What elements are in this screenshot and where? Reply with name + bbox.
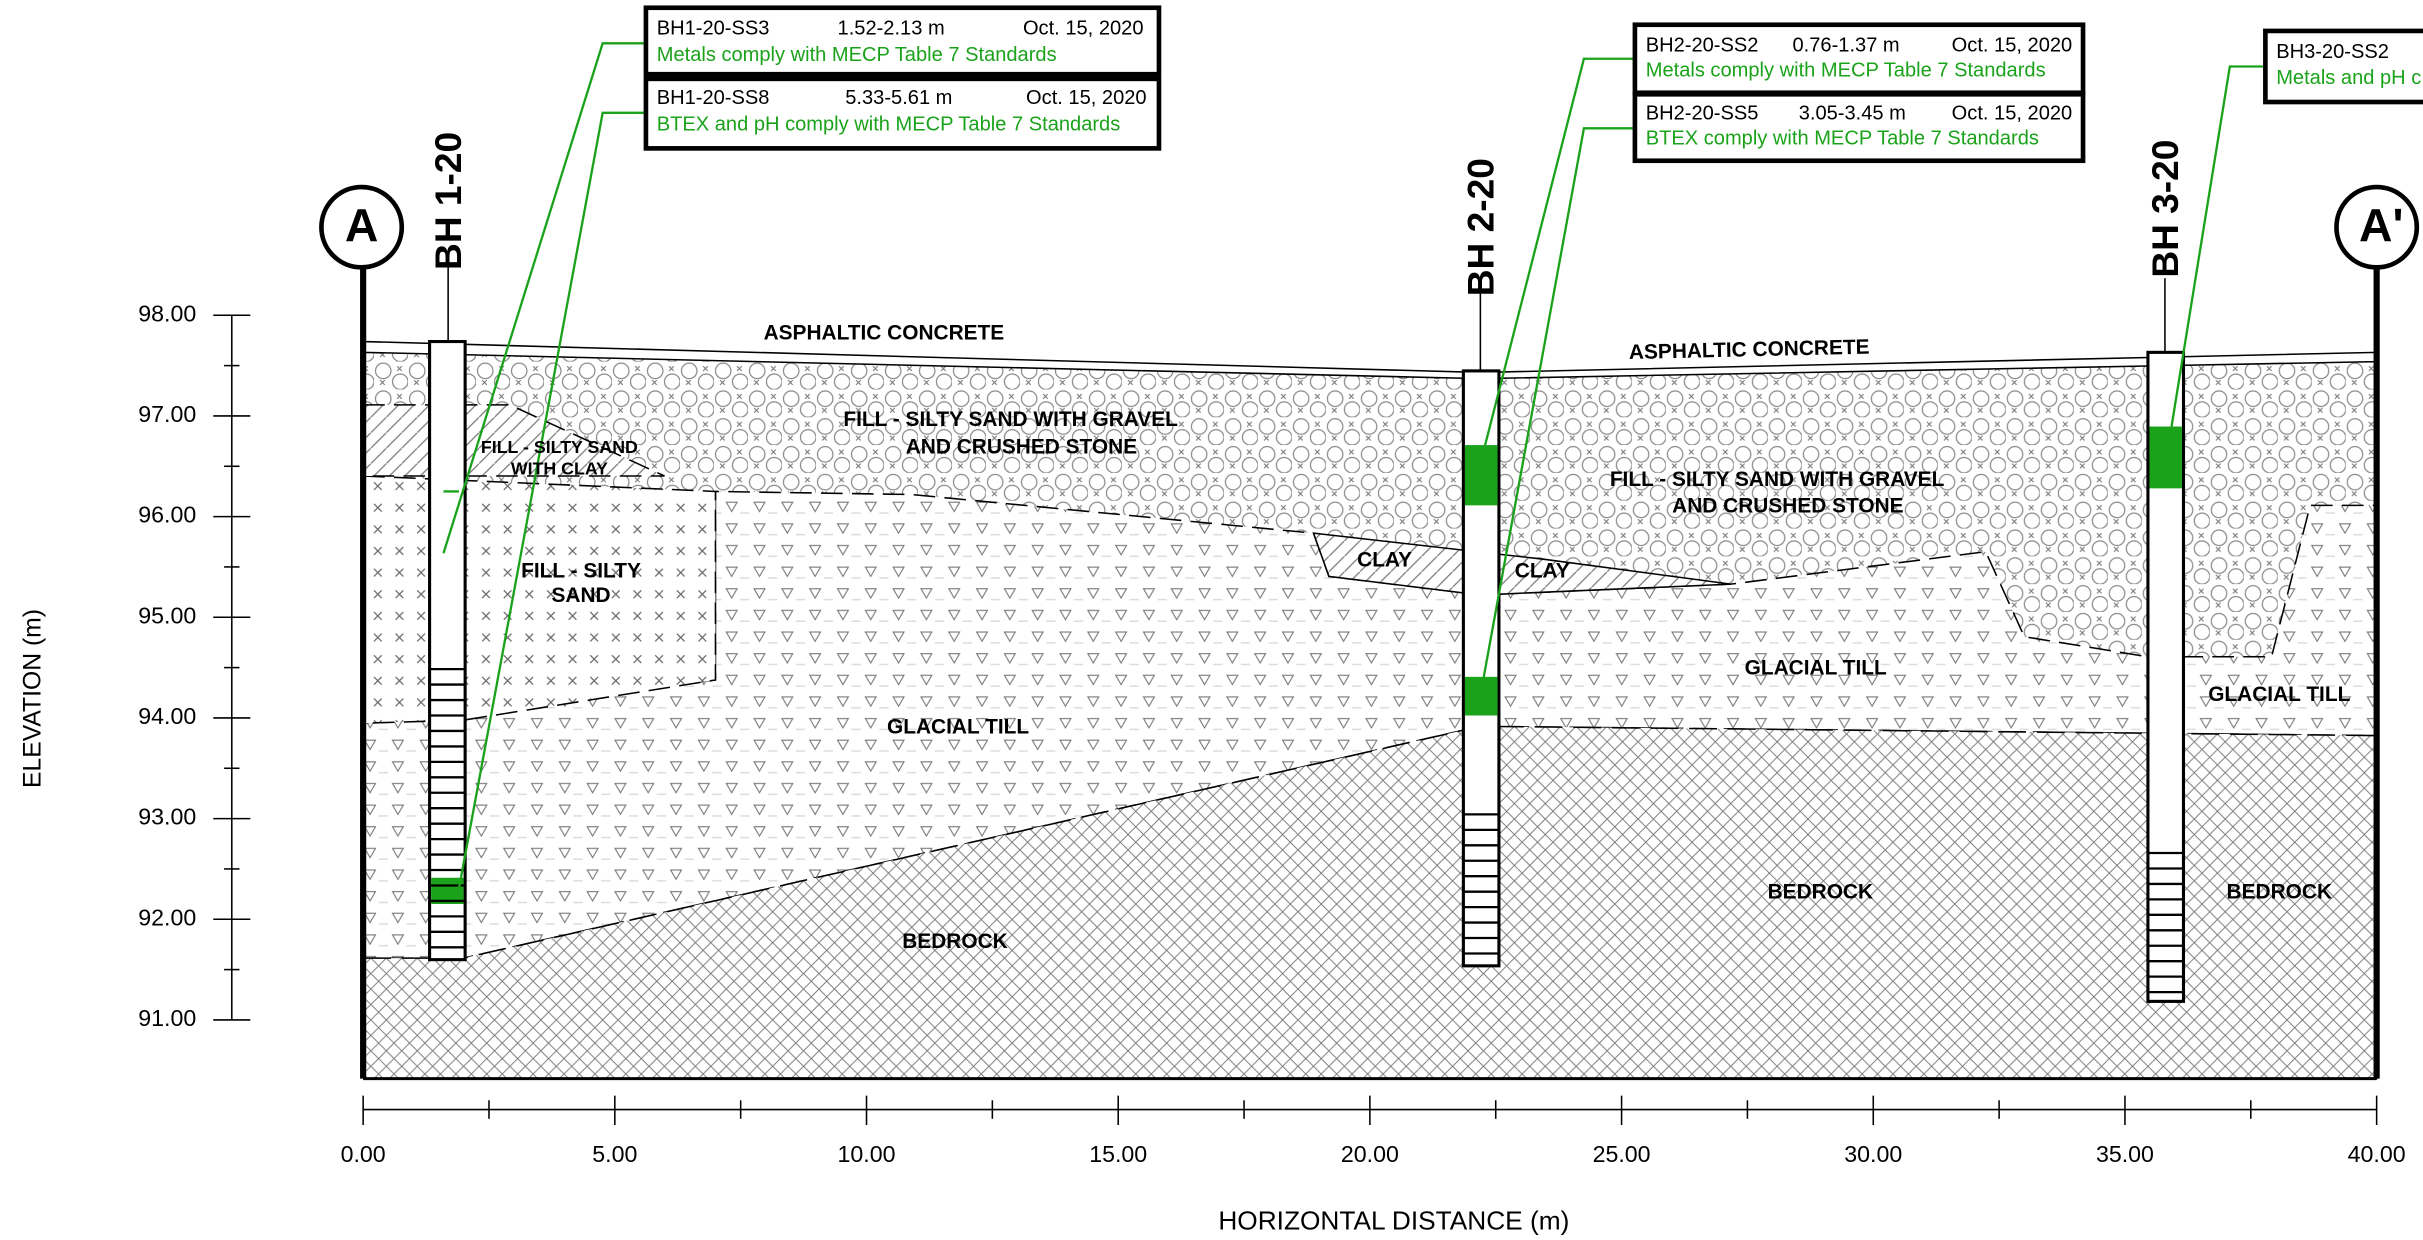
sample-id: BH1-20-SS3 — [657, 18, 770, 40]
layer-label: FILL - SILTY — [521, 559, 641, 582]
leader-line — [1479, 127, 1635, 696]
sample-note: BTEX and pH comply with MECP Table 7 Sta… — [657, 113, 1121, 135]
layer-label: CLAY — [1515, 559, 1570, 582]
sample-depth: 3.05-3.45 m — [1799, 103, 1906, 125]
sample-box — [1632, 22, 2086, 96]
boreholes: BH 1-20 BH 2-20 BH 3-20 — [427, 132, 2186, 1003]
layer-labels: ASPHALTIC CONCRETE ASPHALTIC CONCRETE FI… — [481, 321, 2351, 953]
x-tick-label: 0.00 — [341, 1141, 386, 1167]
y-tick-label: 91.00 — [138, 1005, 196, 1031]
y-tick-label: 97.00 — [138, 401, 196, 427]
section-start: A — [345, 199, 378, 251]
layer-label: SAND — [551, 584, 610, 607]
sample-date: Oct. 15, 2020 — [1952, 103, 2073, 125]
y-tick-label: 95.00 — [138, 602, 196, 628]
sample-interval — [2149, 426, 2182, 489]
leader-line — [457, 111, 646, 889]
y-tick-label: 94.00 — [138, 703, 196, 729]
layer-label: AND CRUSHED STONE — [906, 436, 1137, 459]
sample-date: Oct. 15, 2020 — [1026, 87, 1147, 109]
layer-label: CLAY — [1357, 548, 1412, 571]
leaders — [442, 42, 2266, 889]
sample-interval — [1464, 445, 1498, 506]
y-axis-label: ELEVATION (m) — [20, 609, 47, 788]
sample-id: BH3-20-SS2 — [2276, 41, 2389, 63]
sample-box — [2263, 28, 2423, 105]
layer-label: GLACIAL TILL — [2208, 683, 2350, 706]
layer-label: ASPHALTIC CONCRETE — [1629, 336, 1870, 364]
layer-label: GLACIAL TILL — [887, 715, 1029, 738]
sample-depth: 5.33-5.61 m — [845, 87, 952, 109]
layer-label: BEDROCK — [902, 930, 1007, 953]
layer-label: ASPHALTIC CONCRETE — [764, 321, 1005, 344]
x-tick-label: 15.00 — [1089, 1141, 1147, 1167]
layer-label: FILL - SILTY SAND — [481, 437, 638, 457]
borehole-label: BH 2-20 — [1459, 158, 1501, 296]
y-tick-label: 96.00 — [138, 502, 196, 528]
layer-label: BEDROCK — [1768, 881, 1873, 904]
sample-note: Metals and pH c — [2276, 67, 2421, 89]
sample-boxes: BH1-20-SS3 1.52-2.13 m Oct. 15, 2020 Met… — [643, 5, 2423, 164]
sample-id: BH2-20-SS5 — [1646, 103, 1759, 125]
x-tick-label: 35.00 — [2096, 1141, 2154, 1167]
layer-label: AND CRUSHED STONE — [1672, 494, 1903, 517]
layer-label: FILL - SILTY SAND WITH GRAVEL — [1610, 468, 1945, 491]
sample-box — [1632, 91, 2086, 164]
sample-depth: 1.52-2.13 m — [838, 18, 945, 40]
x-tick-label: 20.00 — [1341, 1141, 1399, 1167]
borehole-label: BH 1-20 — [427, 132, 469, 270]
x-tick-label: 40.00 — [2348, 1141, 2406, 1167]
sample-note: Metals comply with MECP Table 7 Standard… — [1646, 59, 2046, 81]
fill-silty-sand — [362, 475, 717, 725]
axes: ELEVATION (m) HORIZONTAL DISTANCE (m) 91… — [20, 300, 2406, 1235]
borehole-stem — [447, 265, 2166, 371]
sample-date: Oct. 15, 2020 — [1952, 35, 2073, 57]
section-marker — [319, 184, 405, 270]
sample-id: BH2-20-SS2 — [1646, 35, 1759, 57]
sample-note: Metals comply with MECP Table 7 Standard… — [657, 44, 1057, 66]
strata: A A' — [319, 184, 2420, 1081]
sample-interval — [1464, 676, 1498, 716]
sample-interval — [431, 877, 464, 905]
y-tick-label: 92.00 — [138, 904, 196, 930]
x-tick-label: 10.00 — [838, 1141, 896, 1167]
leader-line — [2166, 65, 2266, 449]
x-tick-label: 30.00 — [1844, 1141, 1902, 1167]
y-tick-label: 98.00 — [138, 300, 196, 326]
sample-depth: 0.76-1.37 m — [1793, 35, 1900, 57]
layer-label: BEDROCK — [2227, 881, 2332, 904]
section-marker — [2334, 184, 2420, 270]
layer-label: FILL - SILTY SAND WITH GRAVEL — [843, 408, 1178, 431]
sample-box — [643, 76, 1162, 151]
leader-line — [442, 42, 646, 554]
sample-id: BH1-20-SS8 — [657, 87, 770, 109]
sample-date: Oct. 15, 2020 — [1023, 18, 1144, 40]
leader-line — [1479, 57, 1635, 464]
borehole-label: BH 3-20 — [2144, 140, 2186, 278]
x-tick-label: 5.00 — [592, 1141, 637, 1167]
section-end: A' — [2359, 199, 2404, 251]
borehole — [428, 339, 467, 962]
y-tick-label: 93.00 — [138, 804, 196, 830]
layer-label: GLACIAL TILL — [1745, 657, 1887, 680]
x-tick-label: 25.00 — [1593, 1141, 1651, 1167]
x-axis-label: HORIZONTAL DISTANCE (m) — [1218, 1205, 1569, 1235]
layer-label: WITH CLAY — [511, 458, 608, 478]
sample-box — [643, 5, 1162, 77]
sample-note: BTEX comply with MECP Table 7 Standards — [1646, 127, 2039, 149]
